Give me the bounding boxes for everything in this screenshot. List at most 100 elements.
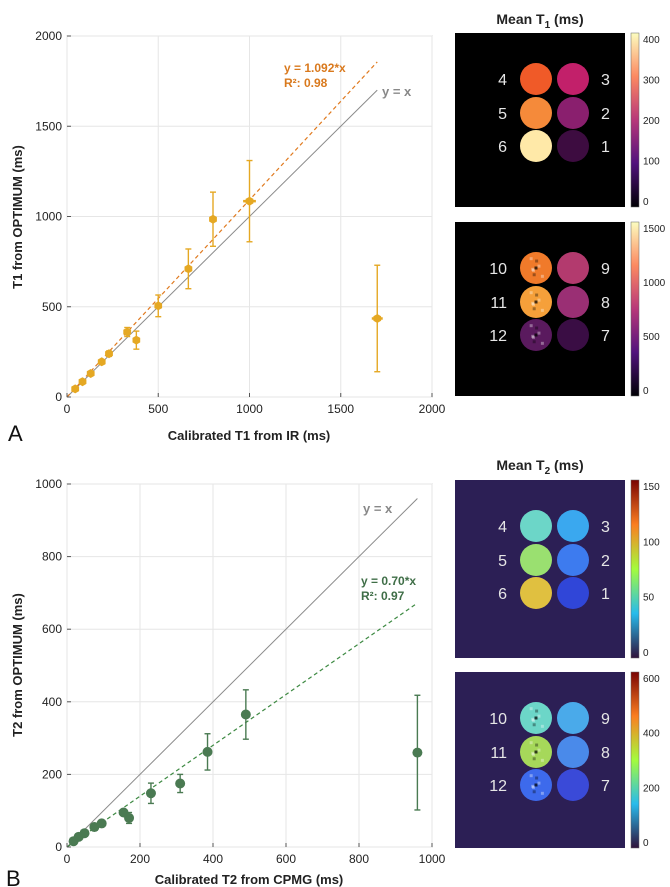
vial-texture [532,273,536,277]
colorbar-tick-label: 200 [643,116,660,127]
colorbar-tick-label: 100 [643,157,660,168]
data-point [124,811,135,825]
point-marker [202,746,213,757]
vial-texture [540,791,544,795]
x-tick-label: 200 [130,852,150,866]
y-tick-label: 500 [42,300,62,314]
vial-number: 12 [489,778,507,795]
t2-fit-lines [66,498,418,848]
x-tick-label: 400 [203,852,223,866]
vial-texture [540,274,544,278]
vial-texture [537,714,541,718]
vial-disc [557,702,589,734]
vial-number: 3 [601,519,610,536]
t2-grid [66,483,433,848]
t2-fit-equation: y = 0.70*x [361,574,416,588]
colorbar [630,479,640,659]
point-marker [96,818,107,829]
vial-texture [534,266,538,270]
data-point [123,326,132,338]
vial-disc [520,286,552,318]
t2-r-squared: R²: 0.97 [361,589,405,603]
vial-disc [557,130,589,162]
vial-texture [532,307,536,311]
vial-texture [534,750,538,754]
t2-map-vials-1-6: 4 3 5 2 6 1 150 100 50 0 [455,479,660,659]
vial-texture [534,716,538,720]
vial-texture [531,785,535,789]
vial-disc [557,63,589,95]
vial-texture [540,341,544,345]
t1-grid [66,35,433,398]
point-marker [71,384,80,394]
vial-texture [534,750,538,754]
vial-texture [531,751,535,755]
t2-y-axis-title: T2 from OPTIMUM (ms) [10,593,25,737]
vial-disc [520,130,552,162]
data-point [79,828,90,839]
vial-disc [520,736,552,768]
vial-disc [520,97,552,129]
point-marker [124,812,135,823]
data-point [71,384,80,394]
vial-number: 5 [498,106,507,123]
vial-disc [557,319,589,351]
y-tick-label: 600 [42,622,62,636]
identity-line [66,498,418,848]
vial-number: 2 [601,106,610,123]
vial-texture [531,752,535,756]
vial-texture [537,781,541,785]
vial-texture [534,783,538,787]
colorbar-tick-label: 500 [643,332,660,343]
t1-fit-lines [66,61,378,398]
t1-identity-label: y = x [382,84,412,99]
point-marker [132,335,141,345]
vial-texture [531,784,535,788]
vial-number: 4 [498,519,507,536]
vial-texture [532,723,536,727]
vial-texture [535,743,539,747]
t1-y-axis-title: T1 from OPTIMUM (ms) [10,145,25,289]
colorbar-tick-label: 0 [643,386,649,397]
vial-number: 7 [601,778,610,795]
t1-axis-ticks: 0 500 1000 1500 2000 0 500 1000 1500 2000 [35,29,445,416]
data-point [202,733,213,771]
vial-texture [537,298,541,302]
colorbar-tick-label: 100 [643,537,660,548]
point-marker [175,778,186,789]
x-tick-label: 500 [148,402,168,416]
vial-disc [520,769,552,801]
point-marker [86,369,95,378]
fit-line [66,602,418,848]
fit-line [66,61,378,398]
data-point [145,782,156,805]
x-tick-label: 1500 [327,402,354,416]
y-tick-label: 0 [55,390,62,404]
data-point [86,369,95,378]
colorbar-tick-label: 150 [643,482,660,493]
data-point [371,264,383,373]
t2-identity-label: y = x [363,501,393,516]
vial-texture [534,333,538,337]
colorbar-tick-label: 1000 [643,278,666,289]
vial-number: 11 [490,745,507,762]
t2-axis-ticks: 0 200 400 600 800 1000 0 200 400 600 800 1000 [35,477,445,866]
vial-number: 4 [498,72,507,89]
vial-texture [534,266,538,270]
vial-texture [534,716,538,720]
t2-data-points [68,689,423,847]
vial-texture [531,301,535,305]
x-tick-label: 600 [276,852,296,866]
point-marker [123,327,132,337]
vial-number: 12 [489,328,507,345]
vial-number: 11 [490,295,507,312]
panel-letter-b: B [6,866,21,887]
panel-letter-a: A [8,421,23,446]
y-tick-label: 2000 [35,29,62,43]
y-tick-label: 1000 [35,210,62,224]
t2-map-vials-7-12: 10 9 11 8 12 7 600 400 200 0 [455,671,660,849]
vial-texture [534,783,538,787]
vial-number: 2 [601,553,610,570]
data-point [243,159,256,243]
